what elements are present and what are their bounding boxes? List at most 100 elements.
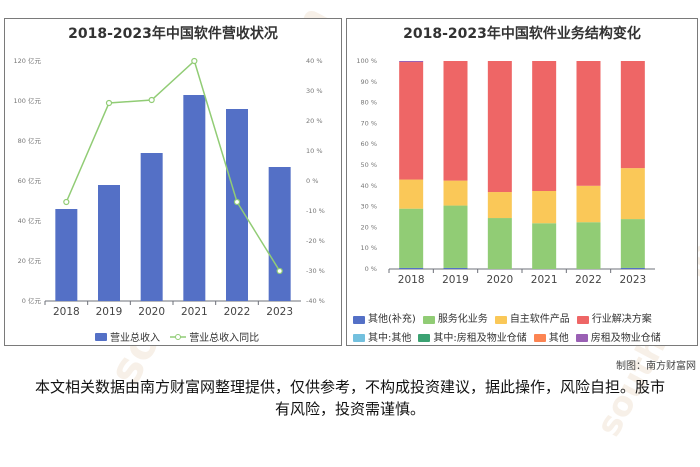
segment-other-supplement xyxy=(620,267,645,269)
segment-service xyxy=(620,219,645,268)
y-tick-label: 90 % xyxy=(360,78,377,86)
y-right-tick-label: -20 % xyxy=(306,237,325,245)
legend-item-segment-rent: 房租及物业仓储 xyxy=(575,330,661,346)
revenue-chart-legend: 营业总收入 营业总收入同比 xyxy=(95,329,266,344)
revenue-yoy-point xyxy=(276,267,283,275)
structure-chart-panel: 2018-2023年中国软件业务结构变化 0 % 10 % 20 % 30 % 40 %… xyxy=(346,18,698,346)
legend-item-segment-sub-other: 其中:其他 xyxy=(353,330,412,346)
structure-chart-title: 2018-2023年中国软件业务结构变化 xyxy=(403,26,641,42)
revenue-bar xyxy=(55,209,78,301)
y-tick-label: 30 % xyxy=(360,203,377,211)
legend-item-segment-industry-solution: 行业解决方案 xyxy=(576,311,652,328)
y-tick-label: 70 % xyxy=(360,119,377,127)
revenue-yoy-point xyxy=(105,99,113,107)
legend-item-segment-sub-rent: 其中:房租及物业仓储 xyxy=(418,330,527,346)
legend-label: 其中:房租及物业仓储 xyxy=(433,332,527,344)
segment-industry-solution xyxy=(620,61,645,169)
revenue-yoy-line xyxy=(65,59,281,272)
legend-swatch-bar xyxy=(95,332,107,341)
y-right-tick-label: -30 % xyxy=(306,267,325,275)
revenue-bar xyxy=(140,153,163,301)
segment-service xyxy=(487,218,512,269)
y-tick-label: 20 % xyxy=(360,223,377,231)
segment-industry-solution xyxy=(532,61,557,191)
x-tick-label: 2023 xyxy=(619,274,646,286)
segment-industry-solution xyxy=(487,61,512,193)
segment-industry-solution xyxy=(399,62,424,180)
x-tick-label: 2018 xyxy=(53,306,80,318)
revenue-yoy-point xyxy=(191,57,198,65)
legend-label-revenue: 营业总收入 xyxy=(110,333,160,344)
y-right-tick-label: -40 % xyxy=(306,297,325,305)
legend-label: 房租及物业仓储 xyxy=(590,332,661,344)
legend-label: 其他(补充) xyxy=(368,314,416,325)
y-right-tick-label: 40 % xyxy=(306,57,323,65)
revenue-bar xyxy=(268,167,291,301)
x-tick-label: 2022 xyxy=(575,274,602,286)
x-tick-label: 2020 xyxy=(486,274,513,286)
y-right-tick-label: 20 % xyxy=(306,117,323,125)
legend-swatch xyxy=(418,334,431,342)
segment-industry-solution xyxy=(443,61,468,181)
structure-chart: 0 % 10 % 20 % 30 % 40 % 50 % 60 % 70 % 80 % 90 % 1… xyxy=(356,57,655,286)
legend-item-revenue-yoy: 营业总收入同比 xyxy=(170,329,259,344)
y-left-tick-label: 80 亿元 xyxy=(18,136,42,145)
segment-service xyxy=(576,222,601,269)
x-tick-label: 2021 xyxy=(531,274,558,286)
y-tick-label: 0 % xyxy=(365,265,377,273)
segment-rent xyxy=(399,61,424,63)
credit-line: 制图：南方财富网 xyxy=(616,361,696,372)
revenue-chart-panel: 2018-2023年中国软件营收状况 0 亿元 20 亿元 40 亿元 60 亿元 80… xyxy=(4,18,342,346)
revenue-chart-title: 2018-2023年中国软件营收状况 xyxy=(68,26,278,42)
segment-self-software xyxy=(532,191,557,224)
segment-service xyxy=(532,223,557,269)
x-tick-label: 2018 xyxy=(398,274,425,286)
y-left-tick-label: 0 亿元 xyxy=(22,296,42,305)
y-tick-label: 100 % xyxy=(356,57,377,65)
revenue-chart: 0 亿元 20 亿元 40 亿元 60 亿元 80 亿元 100 亿元 120 亿元 -40 … xyxy=(14,56,325,318)
y-left-tick-label: 20 亿元 xyxy=(18,256,42,265)
y-left-tick-label: 40 亿元 xyxy=(18,216,42,225)
y-right-tick-label: 30 % xyxy=(306,87,323,95)
segment-self-software xyxy=(620,168,645,220)
legend-swatch xyxy=(576,315,589,324)
legend-item-revenue: 营业总收入 xyxy=(95,329,160,344)
legend-label: 其他 xyxy=(548,332,569,344)
y-right-tick-label: -10 % xyxy=(306,207,325,215)
legend-label: 行业解决方案 xyxy=(591,314,652,325)
legend-swatch xyxy=(575,334,588,342)
y-left-tick-label: 120 亿元 xyxy=(14,56,42,65)
segment-self-software xyxy=(443,180,468,206)
x-tick-label: 2019 xyxy=(442,274,469,286)
segment-self-software xyxy=(399,179,424,209)
revenue-bar xyxy=(98,185,120,301)
y-tick-label: 40 % xyxy=(360,182,377,190)
segment-other-supplement xyxy=(443,267,468,269)
legend-label: 服务化业务 xyxy=(437,314,488,325)
legend-swatch xyxy=(533,334,546,342)
y-left-tick-label: 100 亿元 xyxy=(14,96,42,105)
legend-swatch xyxy=(353,334,365,342)
y-tick-label: 10 % xyxy=(360,244,377,252)
segment-service xyxy=(399,208,424,268)
structure-chart-legend: 其他(补充) 服务化业务 自主软件产品 行业解决方案 其中:其他 其中:房租及物业仓储 其他… xyxy=(353,311,693,346)
segment-service xyxy=(443,205,468,268)
segment-self-software xyxy=(576,185,601,223)
legend-label: 其中:其他 xyxy=(368,332,412,344)
legend-label-revenue-yoy: 营业总收入同比 xyxy=(189,333,260,344)
x-tick-label: 2022 xyxy=(224,306,251,318)
disclaimer-text: 本文相关数据由南方财富网整理提供，仅供参考，不构成投资建议，据此操作，风险自担。… xyxy=(34,378,665,418)
legend-swatch xyxy=(422,315,435,324)
y-tick-label: 50 % xyxy=(360,161,377,169)
y-right-tick-label: 0 % xyxy=(306,177,318,185)
y-left-tick-label: 60 亿元 xyxy=(18,176,42,185)
segment-industry-solution xyxy=(576,61,601,186)
x-tick-label: 2019 xyxy=(96,306,123,318)
x-tick-label: 2020 xyxy=(138,306,165,318)
revenue-yoy-point xyxy=(233,198,241,206)
legend-swatch-line xyxy=(170,333,187,340)
legend-item-segment-service: 服务化业务 xyxy=(422,311,488,328)
revenue-bar xyxy=(183,95,206,301)
legend-swatch xyxy=(494,315,507,324)
legend-swatch xyxy=(353,315,365,324)
